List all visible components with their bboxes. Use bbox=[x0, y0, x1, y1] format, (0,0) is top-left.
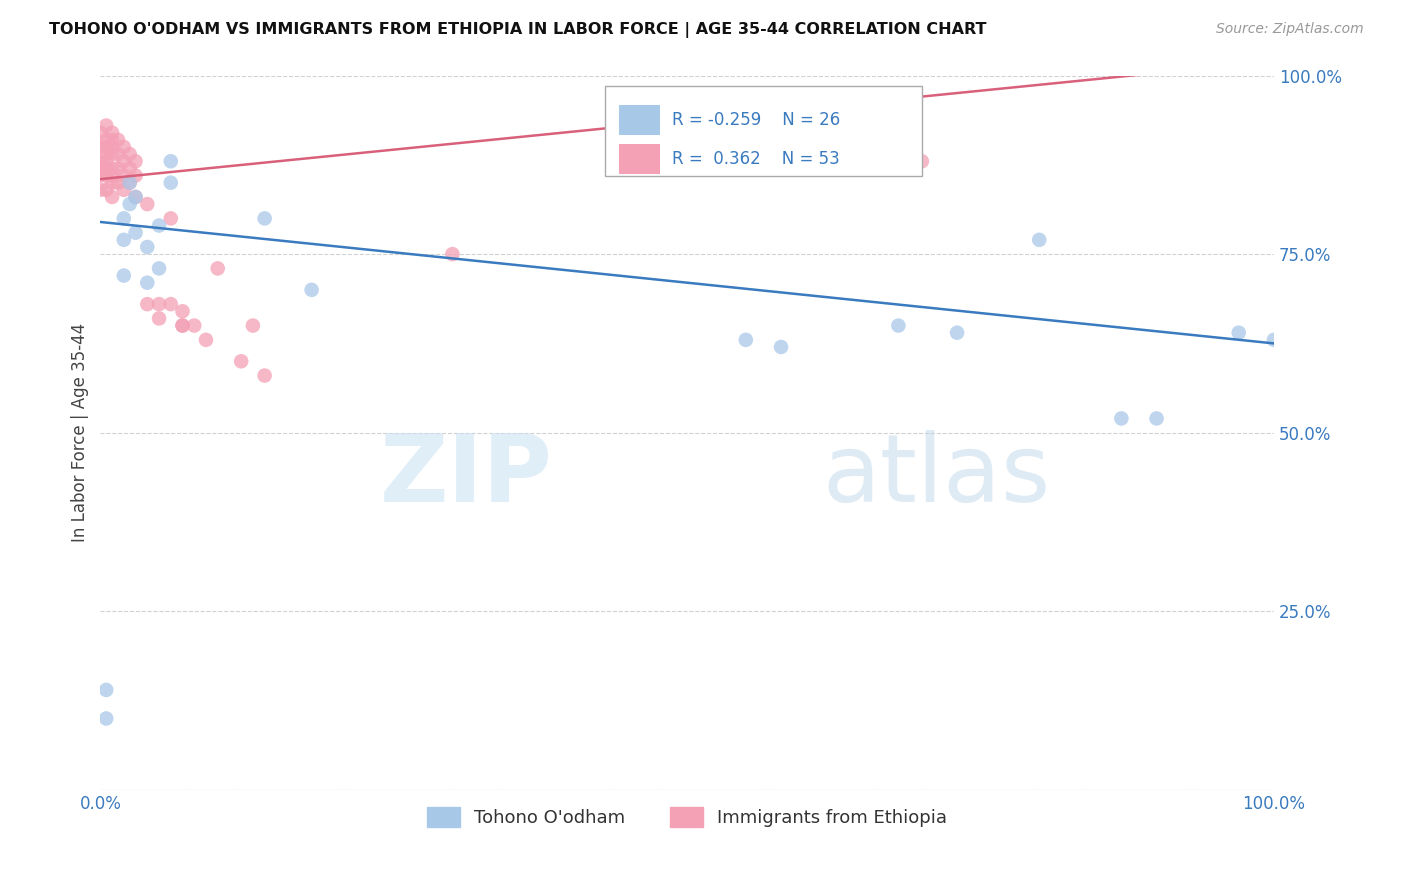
Point bbox=[112, 268, 135, 283]
Point bbox=[96, 154, 118, 169]
Point bbox=[148, 261, 170, 276]
Point bbox=[124, 154, 146, 169]
Point bbox=[159, 211, 181, 226]
Point bbox=[118, 176, 141, 190]
Point bbox=[124, 169, 146, 183]
Point bbox=[1146, 411, 1168, 425]
Text: Source: ZipAtlas.com: Source: ZipAtlas.com bbox=[1216, 22, 1364, 37]
Point bbox=[136, 197, 159, 211]
Point bbox=[231, 354, 253, 368]
Point bbox=[887, 318, 910, 333]
Point bbox=[96, 161, 118, 176]
Point bbox=[136, 240, 159, 254]
Point bbox=[96, 119, 118, 133]
Point bbox=[769, 340, 792, 354]
Point bbox=[89, 169, 111, 183]
Point bbox=[112, 211, 135, 226]
Point bbox=[118, 197, 141, 211]
Point bbox=[172, 318, 194, 333]
Point bbox=[112, 154, 135, 169]
Point bbox=[107, 133, 129, 147]
Point bbox=[96, 147, 118, 161]
Text: TOHONO O'ODHAM VS IMMIGRANTS FROM ETHIOPIA IN LABOR FORCE | AGE 35-44 CORRELATIO: TOHONO O'ODHAM VS IMMIGRANTS FROM ETHIOP… bbox=[49, 22, 987, 38]
Point bbox=[148, 297, 170, 311]
Point bbox=[946, 326, 969, 340]
Text: ZIP: ZIP bbox=[380, 430, 553, 522]
FancyBboxPatch shape bbox=[605, 87, 922, 176]
Text: R =  0.362    N = 53: R = 0.362 N = 53 bbox=[672, 151, 839, 169]
Text: R = -0.259    N = 26: R = -0.259 N = 26 bbox=[672, 112, 841, 129]
Point bbox=[107, 147, 129, 161]
Point bbox=[183, 318, 205, 333]
Point bbox=[253, 211, 276, 226]
Point bbox=[107, 161, 129, 176]
Point bbox=[1111, 411, 1133, 425]
Point bbox=[89, 161, 111, 176]
Point bbox=[148, 219, 170, 233]
Point bbox=[96, 682, 118, 697]
Point bbox=[89, 183, 111, 197]
Point bbox=[172, 304, 194, 318]
Point bbox=[159, 154, 181, 169]
Point bbox=[172, 318, 194, 333]
Point bbox=[148, 311, 170, 326]
Point bbox=[107, 176, 129, 190]
Point bbox=[1227, 326, 1250, 340]
Text: atlas: atlas bbox=[823, 430, 1050, 522]
Point bbox=[124, 190, 146, 204]
Point bbox=[159, 297, 181, 311]
Point bbox=[101, 161, 124, 176]
Point bbox=[112, 233, 135, 247]
Point bbox=[207, 261, 229, 276]
Point bbox=[101, 169, 124, 183]
Point bbox=[89, 140, 111, 154]
Point bbox=[253, 368, 276, 383]
Bar bbox=[619, 145, 661, 175]
Point bbox=[734, 333, 756, 347]
Point bbox=[112, 183, 135, 197]
Point bbox=[118, 161, 141, 176]
Point bbox=[441, 247, 464, 261]
Point bbox=[101, 126, 124, 140]
Point bbox=[118, 176, 141, 190]
Y-axis label: In Labor Force | Age 35-44: In Labor Force | Age 35-44 bbox=[72, 323, 89, 542]
Point bbox=[136, 276, 159, 290]
Point bbox=[112, 169, 135, 183]
Point bbox=[159, 176, 181, 190]
Point bbox=[96, 711, 118, 725]
Point bbox=[124, 190, 146, 204]
Point bbox=[242, 318, 264, 333]
Point bbox=[1028, 233, 1050, 247]
Point bbox=[101, 147, 124, 161]
Point bbox=[89, 154, 111, 169]
Point bbox=[112, 140, 135, 154]
Point bbox=[89, 126, 111, 140]
Point bbox=[96, 169, 118, 183]
Point bbox=[96, 140, 118, 154]
Point bbox=[101, 190, 124, 204]
Point bbox=[911, 154, 934, 169]
Point bbox=[101, 176, 124, 190]
Point bbox=[124, 226, 146, 240]
Point bbox=[96, 133, 118, 147]
Point bbox=[96, 183, 118, 197]
Bar bbox=[619, 105, 661, 136]
Point bbox=[118, 147, 141, 161]
Legend: Tohono O'odham, Immigrants from Ethiopia: Tohono O'odham, Immigrants from Ethiopia bbox=[420, 800, 955, 835]
Point bbox=[301, 283, 323, 297]
Point bbox=[194, 333, 217, 347]
Point bbox=[101, 133, 124, 147]
Point bbox=[136, 297, 159, 311]
Point bbox=[1263, 333, 1285, 347]
Point bbox=[101, 140, 124, 154]
